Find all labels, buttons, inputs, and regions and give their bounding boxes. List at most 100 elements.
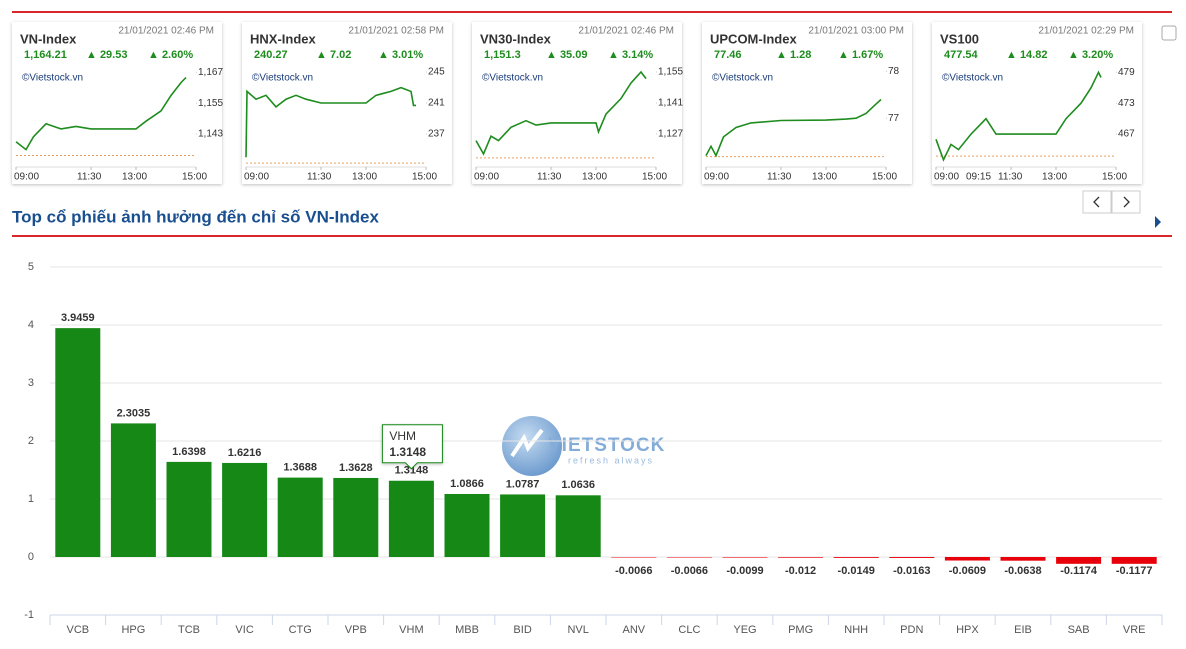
x-tick-label: VRE bbox=[1123, 624, 1146, 636]
x-tick-label: 11:30 bbox=[307, 172, 332, 183]
card-price: 477.54 bbox=[944, 49, 979, 61]
x-tick-label: MBB bbox=[455, 624, 479, 636]
value-label: -0.0163 bbox=[893, 565, 930, 577]
card-time: 21/01/2021 02:46 PM bbox=[578, 26, 674, 37]
x-tick-label: HPG bbox=[121, 624, 145, 636]
card-price: 77.46 bbox=[714, 49, 742, 61]
value-label: 3.9459 bbox=[61, 312, 95, 324]
index-card: 21/01/2021 03:00 PM UPCOM-Index 77.46 ▲ 1.2… bbox=[702, 22, 912, 184]
bar bbox=[222, 462, 268, 557]
x-tick-label: 09:00 bbox=[474, 172, 499, 183]
index-cards: 21/01/2021 02:46 PM VN-Index 1,164.21 ▲ 29.… bbox=[12, 22, 1142, 184]
watermark-brand: VIETSTOCK bbox=[548, 435, 665, 456]
tooltip-value: 1.3148 bbox=[389, 445, 426, 459]
card-title: VS100 bbox=[940, 31, 979, 46]
tooltip-box bbox=[381, 424, 443, 470]
watermark-tagline: refresh always bbox=[568, 455, 654, 465]
y-tick-label: 1,167 bbox=[198, 67, 223, 78]
card-change-pct: ▲ 2.60% bbox=[148, 49, 193, 61]
x-tick-label: 13:00 bbox=[1042, 172, 1067, 183]
value-label: 1.6398 bbox=[172, 446, 206, 458]
bar bbox=[722, 557, 768, 558]
bar bbox=[555, 495, 601, 557]
bar bbox=[1056, 557, 1102, 564]
index-line bbox=[935, 70, 1102, 162]
x-tick-label: NVL bbox=[567, 624, 588, 636]
tooltip-name: VHM bbox=[389, 429, 416, 443]
x-tick-label: PMG bbox=[788, 624, 813, 636]
y-tick-label: 1,127 bbox=[658, 129, 683, 140]
bar bbox=[778, 557, 824, 558]
x-tick-label: 09:00 bbox=[934, 172, 959, 183]
x-tick-label: HPX bbox=[956, 624, 979, 636]
value-label: 2.3035 bbox=[117, 407, 151, 419]
y-tick-label: 77 bbox=[888, 113, 900, 124]
x-tick-label: NHH bbox=[844, 624, 868, 636]
card-price: 240.27 bbox=[254, 49, 288, 61]
x-tick-label: SAB bbox=[1068, 624, 1090, 636]
y-tick-label: 2 bbox=[28, 435, 34, 447]
bar bbox=[833, 557, 879, 558]
prev-icon bbox=[1093, 196, 1100, 208]
card-time: 21/01/2021 02:46 PM bbox=[118, 26, 214, 37]
section-arrow[interactable] bbox=[1155, 216, 1161, 228]
card-source: ©Vietstock.vn bbox=[712, 73, 773, 84]
x-tick-label: VHM bbox=[399, 624, 423, 636]
logo-arrow bbox=[510, 428, 544, 458]
card-time: 21/01/2021 02:58 PM bbox=[348, 26, 444, 37]
index-card: 21/01/2021 02:46 PM VN-Index 1,164.21 ▲ 29.… bbox=[12, 22, 223, 184]
y-tick-label: 1,155 bbox=[658, 67, 683, 78]
x-tick-label: VCB bbox=[66, 624, 89, 636]
y-tick-label: 245 bbox=[428, 67, 445, 78]
bar bbox=[611, 557, 657, 558]
y-tick-label: -1 bbox=[24, 609, 34, 621]
card-background bbox=[932, 22, 1142, 184]
card-price: 1,164.21 bbox=[24, 49, 67, 61]
x-tick-label: VPB bbox=[345, 624, 367, 636]
x-tick-label: PDN bbox=[900, 624, 923, 636]
card-background bbox=[472, 22, 682, 184]
x-tick-label: 13:00 bbox=[812, 172, 837, 183]
scroll-button[interactable] bbox=[1161, 25, 1177, 41]
y-tick-label: 473 bbox=[1118, 98, 1135, 109]
x-tick-label: CTG bbox=[289, 624, 312, 636]
next-button[interactable] bbox=[1111, 190, 1141, 214]
value-label: -0.012 bbox=[785, 565, 816, 577]
bar bbox=[277, 477, 323, 557]
y-tick-label: 237 bbox=[428, 129, 445, 140]
index-card: 21/01/2021 02:46 PM VN30-Index 1,151.3 ▲ 35… bbox=[472, 22, 683, 184]
index-line bbox=[475, 70, 647, 156]
card-source: ©Vietstock.vn bbox=[942, 73, 1003, 84]
index-card: 21/01/2021 02:29 PM VS100 477.54 ▲ 14.82 ▲ 3… bbox=[932, 22, 1142, 184]
x-tick-label: 15:00 bbox=[182, 172, 207, 183]
bar-chart: -1 0 1 2 3 4 5 VCB 3.9459 HPG 2.3035 TCB 1.6398 VIC 1.… bbox=[24, 261, 1163, 636]
x-tick-label: 09:00 bbox=[14, 172, 39, 183]
card-source: ©Vietstock.vn bbox=[252, 73, 313, 84]
x-tick-label: 11:30 bbox=[767, 172, 792, 183]
y-tick-label: 479 bbox=[1118, 67, 1135, 78]
value-label: 1.0787 bbox=[506, 478, 540, 490]
x-tick-label: 15:00 bbox=[412, 172, 437, 183]
index-card: 21/01/2021 02:58 PM HNX-Index 240.27 ▲ 7.02… bbox=[242, 22, 452, 184]
bar bbox=[388, 480, 434, 557]
bar bbox=[1000, 557, 1046, 561]
x-tick-label: 11:30 bbox=[537, 172, 562, 183]
card-time: 21/01/2021 02:29 PM bbox=[1038, 26, 1134, 37]
y-tick-label: 467 bbox=[1118, 129, 1135, 140]
card-change: ▲ 35.09 bbox=[546, 49, 587, 61]
y-tick-label: 1,143 bbox=[198, 129, 223, 140]
value-label: 1.0866 bbox=[450, 478, 484, 490]
x-tick-label: 15:00 bbox=[642, 172, 667, 183]
card-title: VN-Index bbox=[20, 31, 77, 46]
y-tick-label: 241 bbox=[428, 98, 445, 109]
bar bbox=[1111, 557, 1157, 564]
card-source: ©Vietstock.vn bbox=[22, 73, 83, 84]
y-tick-label: 4 bbox=[28, 319, 34, 331]
card-price: 1,151.3 bbox=[484, 49, 521, 61]
card-change: ▲ 29.53 bbox=[86, 49, 127, 61]
x-tick-label: BID bbox=[513, 624, 531, 636]
prev-button[interactable] bbox=[1082, 190, 1112, 214]
x-tick-label: 09:15 bbox=[966, 172, 991, 183]
x-tick-label: 11:30 bbox=[998, 172, 1023, 183]
